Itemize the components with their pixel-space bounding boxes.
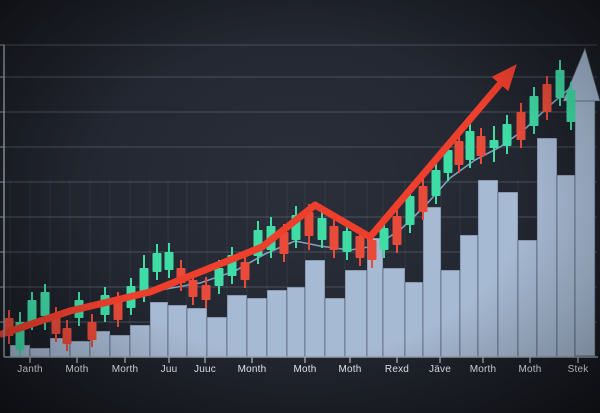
x-axis-label: Juu <box>161 364 178 375</box>
volume-bar <box>459 234 479 358</box>
candle-body <box>113 300 123 320</box>
volume-bar <box>69 340 91 358</box>
volume-bar <box>536 137 558 358</box>
volume-bar <box>109 334 131 358</box>
x-axis-label: Moth <box>338 364 361 375</box>
candle-body <box>40 292 50 316</box>
candle-body <box>476 136 486 156</box>
up-arrow-head <box>562 46 600 102</box>
volume-bar <box>556 174 576 358</box>
x-axis-label: Moth <box>518 364 541 375</box>
candle-body <box>454 141 464 165</box>
candle-body <box>555 70 565 98</box>
candle-body <box>418 186 428 212</box>
candle-body <box>489 140 499 148</box>
trend-arrowhead <box>491 64 517 92</box>
x-axis-label: Moth <box>65 364 88 375</box>
candle-body <box>201 285 211 300</box>
x-axis-label: Rexd <box>385 364 409 375</box>
volume-bar <box>404 281 424 358</box>
candle-body <box>139 268 149 295</box>
volume-bar <box>517 239 538 358</box>
candle-body <box>465 131 475 160</box>
candle-body <box>405 196 415 225</box>
volume-bar <box>382 267 406 358</box>
volume-bar <box>226 294 248 358</box>
volume-bar <box>186 307 208 358</box>
candle-body <box>152 253 162 272</box>
volume-bar <box>477 179 499 358</box>
x-axis-label: Month <box>238 364 267 375</box>
candle-body <box>443 150 453 173</box>
candle-body <box>164 252 174 270</box>
candle-body <box>240 262 250 280</box>
volume-bar <box>246 297 268 358</box>
candle-body <box>566 90 576 122</box>
candle-body <box>342 231 352 252</box>
candle-body <box>392 216 402 245</box>
candle-body <box>355 236 365 258</box>
candle-body <box>529 96 539 126</box>
candle-body <box>188 280 198 297</box>
volume-bar <box>497 191 519 358</box>
candle-body <box>279 232 289 254</box>
candle-body <box>542 84 552 112</box>
x-axis-label: Juuc <box>194 364 216 375</box>
candle-body <box>329 226 339 250</box>
volume-bar <box>422 206 442 358</box>
volume-bar <box>440 269 461 358</box>
volume-bar <box>266 289 288 358</box>
candle-body <box>516 112 526 140</box>
volume-bar <box>149 301 169 358</box>
volume-bar <box>167 304 188 358</box>
x-axis-label: Morth <box>112 364 139 375</box>
trend-line <box>0 80 504 338</box>
x-axis-label: Stek <box>568 364 590 375</box>
volume-bar <box>304 259 326 358</box>
volume-bar <box>286 286 306 358</box>
volume-bar <box>324 297 346 358</box>
candle-body <box>304 212 314 236</box>
candle-body <box>317 218 327 240</box>
candle-body <box>379 228 389 250</box>
volume-bar <box>344 269 368 358</box>
candle-body <box>87 322 97 340</box>
candle-body <box>502 124 512 146</box>
candle-body <box>214 268 224 286</box>
candle-body <box>62 328 72 344</box>
up-arrow-shaft <box>574 97 596 357</box>
volume-bar <box>29 347 51 358</box>
candle-body <box>367 240 377 260</box>
x-axis-label: Jäve <box>429 364 451 375</box>
x-axis-label: Moth <box>293 364 316 375</box>
candle-body <box>27 300 37 322</box>
volume-bar <box>129 324 151 358</box>
candle-body <box>431 170 441 196</box>
x-axis-label: Morth <box>470 364 497 375</box>
x-axis-label: Janth <box>17 364 42 375</box>
volume-bar <box>206 316 228 358</box>
